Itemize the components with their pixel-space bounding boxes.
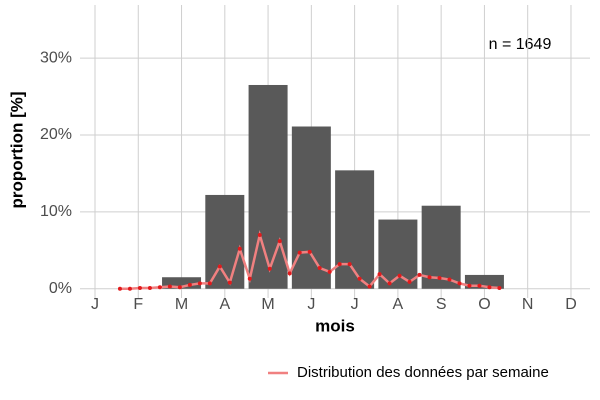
y-tick-label: 20% bbox=[40, 126, 72, 143]
y-tick-label: 30% bbox=[40, 49, 72, 66]
weekly-point bbox=[147, 286, 152, 291]
weekly-point bbox=[157, 285, 162, 290]
weekly-point bbox=[317, 266, 322, 271]
weekly-point bbox=[297, 250, 302, 255]
weekly-point bbox=[347, 262, 352, 267]
weekly-point bbox=[497, 286, 502, 291]
x-tick-label: A bbox=[219, 296, 230, 313]
x-tick-label: M bbox=[261, 296, 274, 313]
weekly-point bbox=[307, 249, 312, 254]
weekly-point bbox=[217, 264, 222, 269]
x-tick-label: O bbox=[478, 296, 490, 313]
weekly-point bbox=[187, 282, 192, 287]
weekly-point bbox=[277, 239, 282, 244]
weekly-point bbox=[427, 275, 432, 280]
x-tick-label: J bbox=[351, 296, 359, 313]
x-tick-label: J bbox=[91, 296, 99, 313]
weekly-point bbox=[127, 286, 132, 291]
bar bbox=[162, 277, 202, 289]
weekly-point bbox=[137, 286, 142, 291]
weekly-point bbox=[387, 281, 392, 286]
weekly-point bbox=[327, 269, 332, 274]
legend-label: Distribution des données par semaine bbox=[297, 364, 549, 381]
weekly-point bbox=[267, 266, 272, 271]
weekly-point bbox=[377, 272, 382, 277]
weekly-point bbox=[177, 285, 182, 290]
weekly-point bbox=[237, 246, 242, 251]
annotation: n = 1649 bbox=[489, 36, 552, 53]
x-tick-label: J bbox=[307, 296, 315, 313]
weekly-point bbox=[487, 285, 492, 290]
weekly-point bbox=[417, 272, 422, 277]
weekly-point bbox=[477, 283, 482, 288]
weekly-point bbox=[337, 262, 342, 267]
weekly-point bbox=[467, 283, 472, 288]
weekly-point bbox=[247, 276, 252, 281]
x-tick-label: D bbox=[565, 296, 577, 313]
weekly-point bbox=[167, 284, 172, 289]
x-tick-label: N bbox=[522, 296, 534, 313]
weekly-point bbox=[447, 277, 452, 282]
y-tick-label: 0% bbox=[49, 280, 72, 297]
weekly-point bbox=[257, 232, 262, 237]
weekly-point bbox=[367, 284, 372, 289]
bar bbox=[291, 126, 331, 289]
y-axis-label: proportion [%] bbox=[7, 91, 26, 208]
weekly-point bbox=[207, 281, 212, 286]
weekly-point bbox=[227, 280, 232, 285]
x-tick-label: S bbox=[436, 296, 447, 313]
x-axis-label: mois bbox=[315, 316, 355, 335]
weekly-point bbox=[457, 281, 462, 286]
weekly-point bbox=[357, 276, 362, 281]
weekly-point bbox=[437, 276, 442, 281]
weekly-point bbox=[407, 279, 412, 284]
x-tick-label: F bbox=[133, 296, 143, 313]
weekly-point bbox=[197, 281, 202, 286]
bar bbox=[335, 170, 375, 289]
weekly-point bbox=[287, 271, 292, 276]
bar bbox=[421, 205, 461, 289]
y-tick-label: 10% bbox=[40, 203, 72, 220]
weekly-point bbox=[397, 273, 402, 278]
x-tick-label: M bbox=[175, 296, 188, 313]
x-tick-label: A bbox=[393, 296, 404, 313]
weekly-point bbox=[117, 286, 122, 291]
